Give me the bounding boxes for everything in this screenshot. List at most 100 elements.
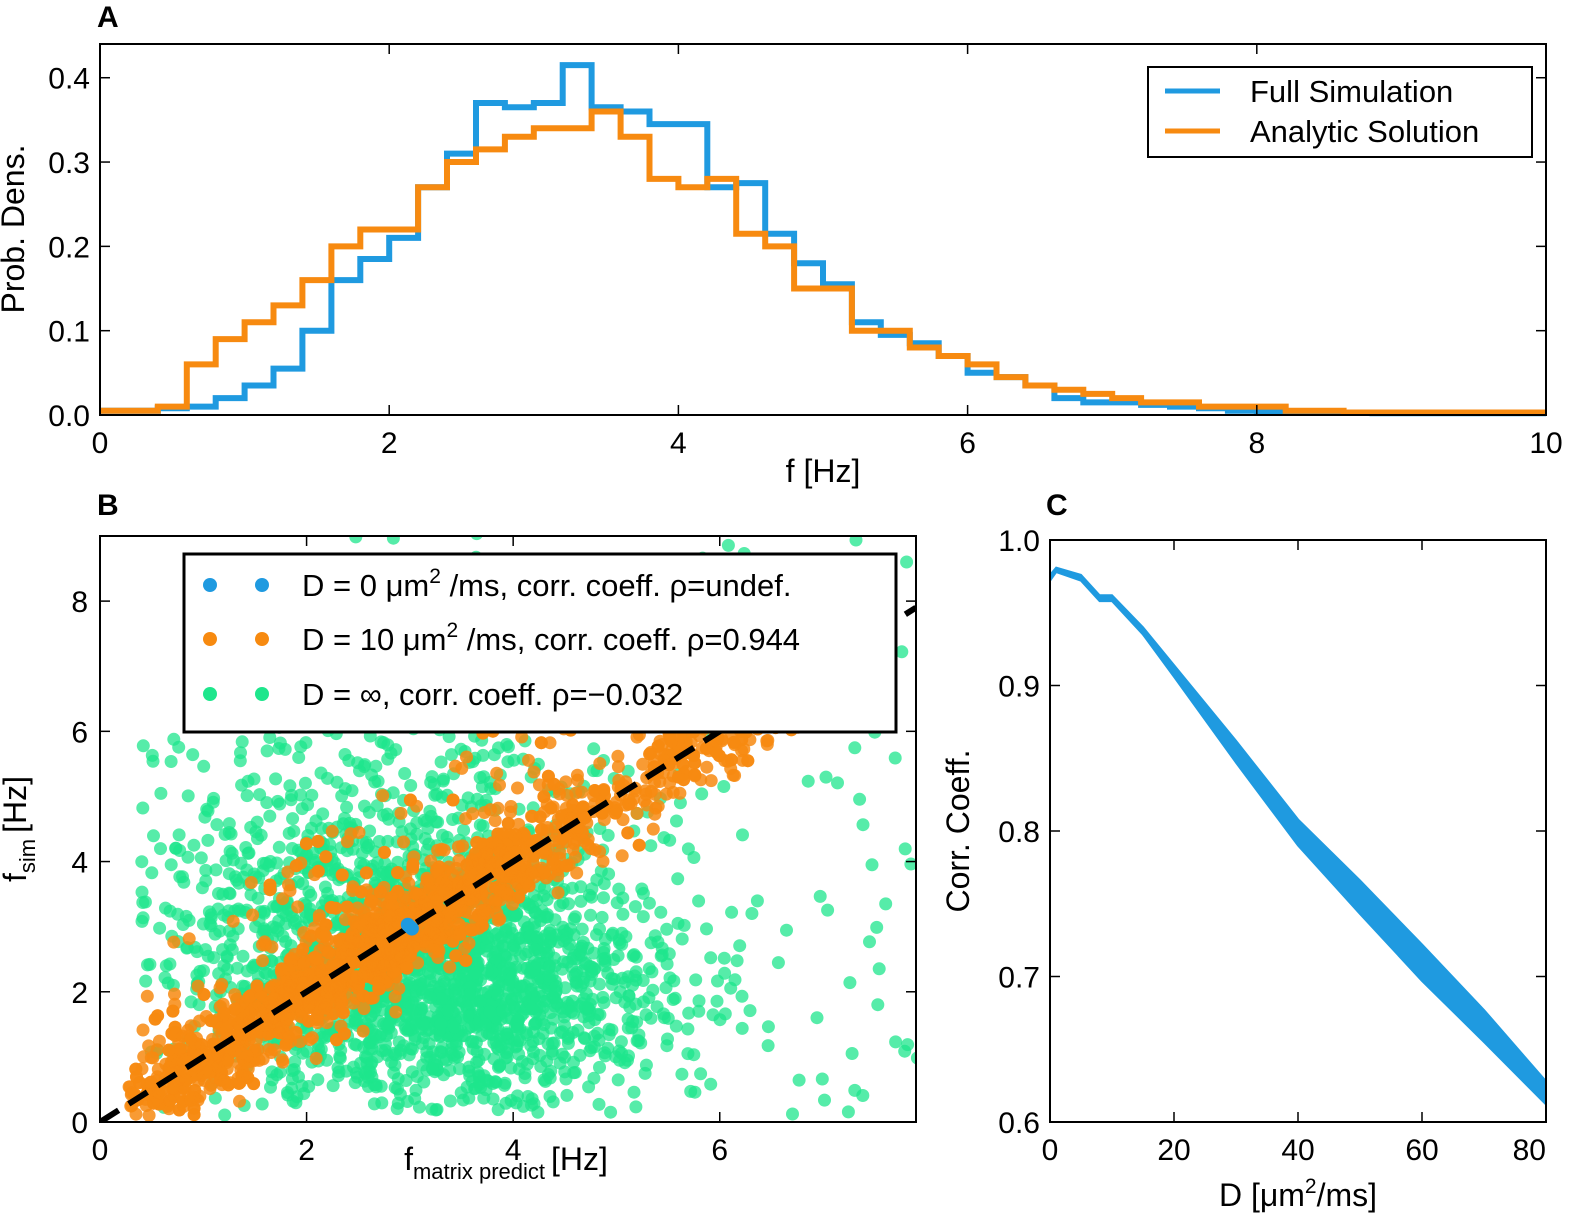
scatter-point-d-10: [541, 769, 555, 783]
scatter-point-d-infinity: [628, 900, 642, 914]
scatter-point-d-infinity: [725, 905, 739, 919]
scatter-point-d-infinity: [196, 917, 210, 931]
scatter-point-d-infinity: [856, 1089, 870, 1102]
scatter-point-d-infinity: [483, 1005, 497, 1019]
scatter-point-d-10: [230, 1028, 244, 1042]
scatter-point-d-10: [581, 838, 595, 852]
scatter-point-d-infinity: [141, 958, 154, 972]
scatter-point-d-infinity: [146, 754, 160, 768]
panel-letter-b: B: [97, 489, 119, 522]
scatter-y-label-sub: sim: [15, 839, 40, 873]
scatter-point-d-10: [204, 1014, 218, 1028]
scatter-point-d-10: [184, 1019, 198, 1033]
scatter-point-d-infinity: [197, 759, 211, 773]
scatter-point-d-infinity: [605, 977, 619, 991]
scatter-point-d-10: [263, 883, 277, 897]
scatter-point-d-10: [278, 983, 292, 997]
scatter-point-d-infinity: [296, 1046, 310, 1060]
histogram-y-tick-label: 0.2: [48, 231, 90, 264]
scatter-point-d-infinity: [452, 1045, 466, 1059]
histogram-x-axis-label: f [Hz]: [786, 453, 861, 489]
scatter-point-d-infinity: [443, 1094, 457, 1108]
scatter-point-d-10: [389, 1005, 403, 1019]
scatter-point-d-10: [136, 1023, 150, 1037]
scatter-point-d-infinity: [222, 817, 236, 831]
scatter-point-d-10: [657, 753, 671, 767]
scatter-point-d-infinity: [386, 536, 400, 545]
scatter-point-d-infinity: [202, 905, 216, 919]
scatter-point-d-infinity: [556, 920, 570, 934]
scatter-point-d-10: [140, 989, 154, 1003]
scatter-point-d-10: [168, 1020, 182, 1034]
scatter-point-d-10: [512, 890, 526, 904]
scatter-point-d-infinity: [853, 792, 867, 806]
scatter-point-d-10: [309, 1052, 323, 1065]
scatter-point-d-infinity: [848, 741, 862, 755]
scatter-point-d-10: [228, 1002, 242, 1016]
scatter-point-d-infinity: [910, 1051, 916, 1065]
scatter-point-d-infinity: [369, 759, 383, 773]
scatter-point-d-10: [369, 906, 383, 920]
scatter-point-d-10: [532, 778, 546, 792]
scatter-point-d-10: [571, 773, 585, 787]
scatter-point-d-10: [621, 826, 635, 840]
scatter-point-d-10: [226, 914, 240, 928]
correlation-y-tick-label: 0.6: [998, 1107, 1040, 1140]
scatter-point-d-infinity: [704, 951, 718, 965]
scatter-point-d-infinity: [147, 829, 160, 843]
histogram-y-tick-label: 0.0: [48, 400, 90, 433]
scatter-point-d-infinity: [236, 979, 250, 993]
histogram-x-tick-label: 4: [670, 427, 687, 460]
scatter-point-d-infinity: [478, 1018, 492, 1032]
scatter-point-d-10: [533, 810, 547, 824]
scatter-point-d-infinity: [369, 1028, 383, 1042]
histogram-x-tick-label: 2: [381, 427, 398, 460]
scatter-point-d-10: [359, 866, 373, 880]
scatter-point-d-infinity: [244, 888, 258, 902]
scatter-point-d-infinity: [374, 867, 388, 881]
scatter-point-d-infinity: [420, 814, 434, 828]
scatter-point-d-infinity: [889, 1035, 903, 1049]
scatter-point-d-infinity: [292, 751, 306, 764]
scatter-point-d-10: [333, 979, 347, 993]
scatter-point-d-10: [221, 1053, 235, 1067]
legend-label-full-simulation: Full Simulation: [1250, 74, 1453, 109]
scatter-point-d-infinity: [270, 1068, 284, 1082]
scatter-y-tick-label: 6: [71, 716, 88, 749]
scatter-point-d-10: [402, 876, 416, 890]
scatter-point-d-10: [276, 892, 290, 906]
scatter-point-d-10: [335, 868, 349, 882]
scatter-point-d-10: [760, 734, 774, 748]
scatter-point-d-infinity: [198, 943, 212, 957]
scatter-point-d-infinity: [544, 1021, 558, 1035]
histogram-y-axis-label: Prob. Dens.: [0, 145, 31, 314]
scatter-point-d-10: [297, 957, 311, 971]
scatter-x-tick-label: 6: [711, 1134, 728, 1167]
scatter-point-d-infinity: [618, 995, 632, 1009]
histogram-y-tick-label: 0.3: [48, 147, 90, 180]
scatter-point-d-10: [144, 1051, 158, 1065]
scatter-point-d-infinity: [504, 1061, 518, 1075]
scatter-point-d-infinity: [161, 976, 175, 990]
scatter-point-d-infinity: [534, 1060, 548, 1073]
scatter-point-d-infinity: [456, 1093, 470, 1107]
scatter-point-d-infinity: [260, 796, 274, 810]
scatter-point-d-infinity: [224, 827, 238, 841]
scatter-point-d-infinity: [472, 1053, 486, 1067]
scatter-point-d-infinity: [302, 885, 316, 899]
scatter-point-d-infinity: [473, 818, 487, 832]
scatter-point-d-10: [453, 927, 467, 941]
scatter-point-d-10: [427, 926, 441, 940]
scatter-point-d-10: [217, 1074, 231, 1088]
scatter-point-d-10: [338, 1027, 351, 1041]
scatter-point-d-infinity: [348, 1076, 362, 1090]
scatter-point-d-infinity: [502, 978, 516, 992]
scatter-point-d-infinity: [898, 1044, 912, 1058]
scatter-point-d-10: [615, 849, 629, 863]
scatter-point-d-10: [195, 1045, 209, 1059]
scatter-point-d-infinity: [249, 825, 263, 839]
scatter-point-d-infinity: [560, 1088, 574, 1102]
scatter-point-d-infinity: [192, 998, 206, 1012]
scatter-point-d-infinity: [404, 779, 418, 792]
